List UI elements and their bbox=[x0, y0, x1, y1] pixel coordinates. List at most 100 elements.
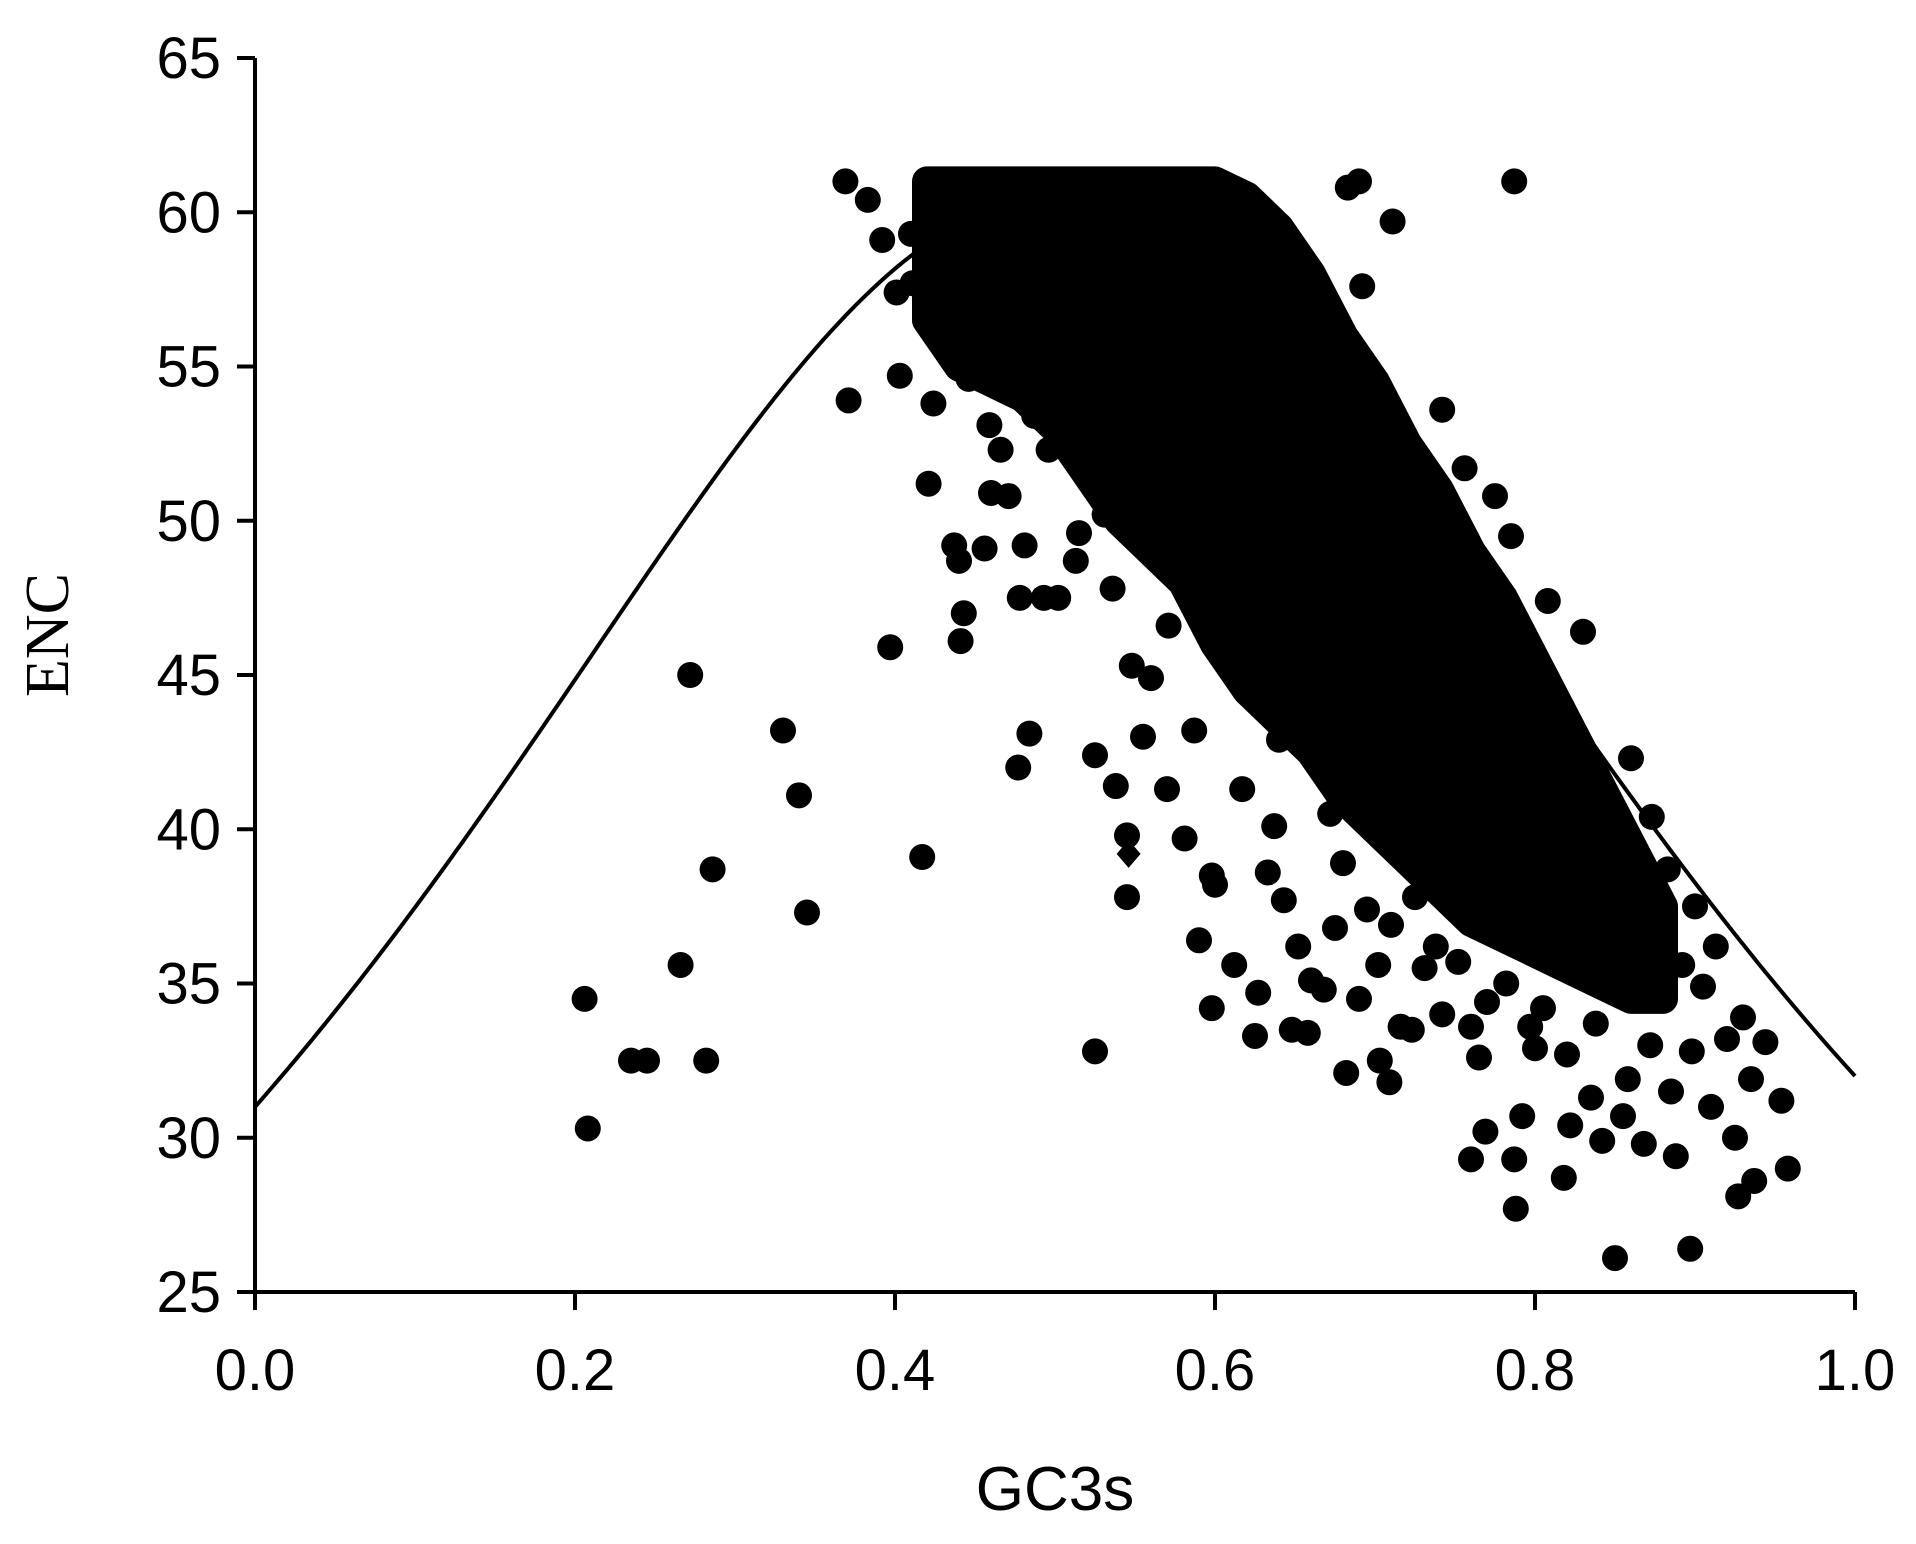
data-point bbox=[786, 782, 812, 809]
data-point bbox=[1610, 1103, 1636, 1130]
data-point bbox=[1669, 951, 1696, 978]
y-axis-ticks: 25 30 35 40 45 50 55 60 65 bbox=[156, 26, 255, 1325]
x-tick-label: 0.4 bbox=[855, 1338, 936, 1403]
data-points-layer bbox=[571, 168, 1801, 1272]
data-point bbox=[1589, 1127, 1616, 1154]
data-point bbox=[574, 1115, 601, 1142]
data-point bbox=[987, 436, 1014, 463]
x-axis-ticks: 0.0 0.2 0.4 0.6 0.8 1.0 bbox=[215, 1292, 1896, 1403]
data-point bbox=[1624, 881, 1651, 908]
data-point bbox=[1379, 208, 1406, 235]
data-point bbox=[1722, 1124, 1748, 1151]
data-point bbox=[1261, 813, 1288, 840]
data-point bbox=[1682, 893, 1708, 920]
data-point bbox=[1114, 822, 1140, 849]
data-point bbox=[1498, 523, 1524, 550]
data-point bbox=[1181, 717, 1208, 744]
data-point bbox=[1045, 584, 1072, 611]
x-axis-title: GC3s bbox=[976, 1455, 1134, 1524]
data-point bbox=[1091, 501, 1118, 528]
data-point bbox=[1472, 1118, 1499, 1145]
data-point bbox=[1534, 587, 1561, 614]
data-point bbox=[1509, 1103, 1536, 1130]
data-point bbox=[1618, 745, 1644, 772]
data-point bbox=[1614, 1066, 1641, 1093]
data-point bbox=[1011, 532, 1038, 559]
data-point bbox=[1578, 1084, 1604, 1111]
data-point bbox=[1451, 455, 1478, 482]
data-point bbox=[1365, 951, 1392, 978]
data-point bbox=[1290, 310, 1316, 337]
data-point bbox=[1378, 911, 1404, 938]
data-point bbox=[1466, 1044, 1492, 1071]
data-point bbox=[1645, 914, 1672, 941]
y-tick-label: 65 bbox=[156, 26, 221, 91]
data-point bbox=[854, 186, 881, 213]
data-point bbox=[794, 899, 820, 926]
data-point bbox=[1346, 168, 1372, 195]
data-point bbox=[886, 362, 913, 389]
data-point bbox=[1218, 193, 1244, 220]
data-point bbox=[1458, 1013, 1484, 1040]
data-point bbox=[1702, 933, 1729, 960]
x-tick-label: 0.6 bbox=[1175, 1338, 1256, 1403]
data-point bbox=[1114, 884, 1140, 911]
data-point bbox=[1285, 933, 1312, 960]
data-point bbox=[1570, 828, 1596, 855]
data-point bbox=[1186, 927, 1212, 954]
data-point bbox=[1198, 995, 1225, 1022]
data-point bbox=[1474, 989, 1500, 1016]
data-point bbox=[1198, 862, 1225, 889]
data-point bbox=[1501, 1146, 1528, 1173]
data-point bbox=[1582, 1010, 1609, 1037]
data-point bbox=[1690, 973, 1716, 1000]
data-point bbox=[1546, 785, 1572, 812]
data-point bbox=[634, 1047, 660, 1074]
y-tick-label: 30 bbox=[156, 1106, 221, 1171]
data-point bbox=[1346, 985, 1372, 1012]
data-point bbox=[1362, 455, 1388, 482]
data-point bbox=[835, 387, 862, 414]
data-point bbox=[1082, 742, 1108, 769]
data-point bbox=[1530, 995, 1556, 1022]
y-tick-label: 45 bbox=[156, 643, 221, 708]
data-point bbox=[1270, 887, 1297, 914]
data-point bbox=[933, 334, 960, 361]
data-point bbox=[1066, 520, 1092, 547]
data-point bbox=[1434, 587, 1460, 614]
data-point bbox=[898, 220, 924, 247]
data-point bbox=[1314, 359, 1340, 386]
data-point bbox=[1294, 1019, 1321, 1046]
data-point bbox=[1638, 803, 1665, 830]
data-point bbox=[1517, 1013, 1544, 1040]
y-axis-title: ENC bbox=[14, 573, 82, 697]
data-point bbox=[912, 297, 939, 324]
point-cloud-layer bbox=[912, 166, 1678, 1014]
data-point bbox=[1254, 859, 1281, 886]
data-point bbox=[1458, 631, 1484, 658]
data-point bbox=[976, 412, 1003, 439]
data-point bbox=[1330, 850, 1356, 877]
data-point bbox=[1410, 550, 1436, 577]
data-point bbox=[1774, 1155, 1801, 1182]
data-point bbox=[1678, 1038, 1705, 1065]
data-point bbox=[899, 270, 926, 297]
data-point bbox=[1245, 979, 1272, 1006]
data-point bbox=[1016, 720, 1043, 747]
data-point bbox=[1422, 933, 1449, 960]
data-point bbox=[1522, 751, 1548, 778]
y-tick-label: 50 bbox=[156, 489, 221, 554]
data-point bbox=[1354, 896, 1380, 923]
data-point bbox=[1698, 1093, 1724, 1120]
data-point bbox=[1602, 1245, 1628, 1272]
data-point bbox=[1677, 1235, 1704, 1262]
data-point bbox=[1554, 1041, 1580, 1068]
data-point bbox=[1398, 1016, 1425, 1043]
data-point bbox=[946, 547, 972, 574]
data-point bbox=[1730, 1004, 1756, 1031]
data-point bbox=[1082, 1038, 1108, 1065]
x-tick-label: 1.0 bbox=[1815, 1338, 1896, 1403]
data-point bbox=[1366, 1047, 1393, 1074]
data-point bbox=[877, 634, 904, 661]
